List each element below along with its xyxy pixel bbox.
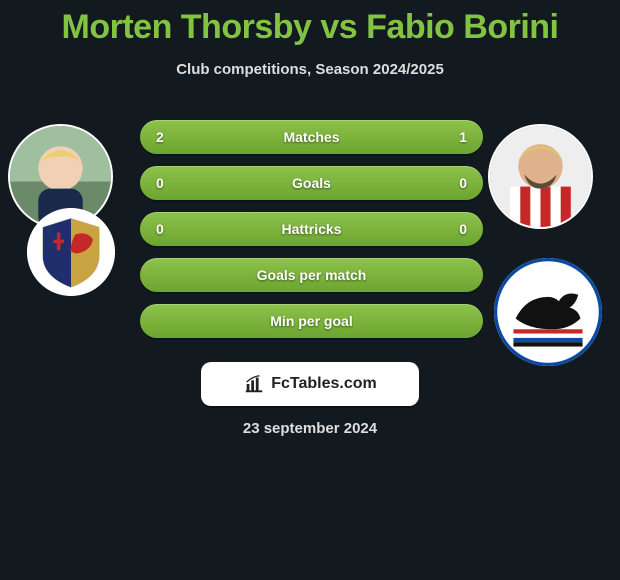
stat-label: Goals per match	[140, 258, 483, 292]
stat-value-right: 1	[459, 120, 467, 154]
stat-label: Min per goal	[140, 304, 483, 338]
crest-icon	[494, 258, 602, 366]
subtitle: Club competitions, Season 2024/2025	[0, 61, 620, 78]
stat-label: Goals	[140, 166, 483, 200]
stat-row: 0Hattricks0	[140, 212, 483, 246]
stat-label: Hattricks	[140, 212, 483, 246]
source-badge: FcTables.com	[201, 362, 419, 406]
stat-row: Min per goal	[140, 304, 483, 338]
crest-icon	[27, 208, 115, 296]
page-title: Morten Thorsby vs Fabio Borini	[0, 0, 620, 47]
stat-row: 0Goals0	[140, 166, 483, 200]
avatar-icon	[490, 126, 591, 227]
player2-club-crest	[494, 258, 602, 366]
title-player1: Morten Thorsby	[62, 8, 312, 46]
stat-rows: 2Matches10Goals00Hattricks0Goals per mat…	[140, 120, 483, 350]
stat-row: Goals per match	[140, 258, 483, 292]
date-text: 23 september 2024	[0, 420, 620, 437]
player2-portrait	[488, 124, 593, 229]
title-player2: Fabio Borini	[366, 8, 558, 46]
stat-label: Matches	[140, 120, 483, 154]
player1-club-crest	[27, 208, 115, 296]
title-vs: vs	[320, 8, 357, 46]
stat-row: 2Matches1	[140, 120, 483, 154]
source-text: FcTables.com	[271, 375, 377, 393]
bar-chart-icon	[243, 373, 265, 395]
stat-value-right: 0	[459, 212, 467, 246]
stat-value-right: 0	[459, 166, 467, 200]
